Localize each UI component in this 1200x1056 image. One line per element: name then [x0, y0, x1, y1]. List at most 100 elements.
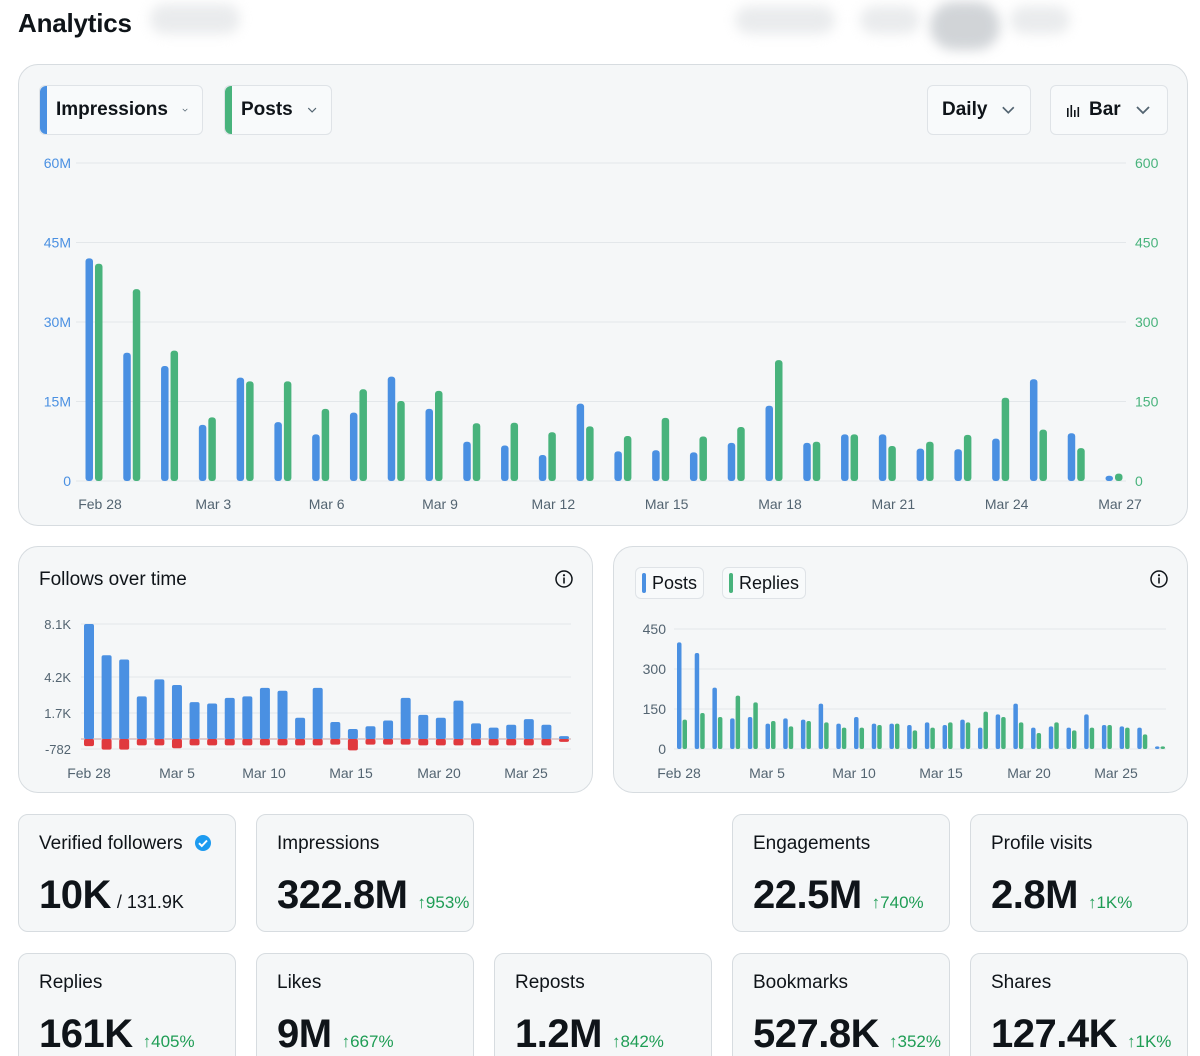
posts-bar	[818, 703, 824, 749]
posts-bar	[1031, 727, 1036, 749]
impressions-bar	[161, 365, 169, 481]
follows-bar	[330, 721, 341, 739]
impressions-bar	[765, 405, 773, 481]
left-axis-tick: 60M	[44, 155, 71, 171]
legend-posts-label: Posts	[652, 572, 698, 593]
posts-bar	[1077, 448, 1085, 481]
follows-bar-chart: 8.1K 4.2K 1.7K -782 Feb 28 Mar 5 Mar 10 Mar 15 M…	[44, 617, 571, 781]
stat-value: 10K/ 131.9K	[39, 873, 184, 918]
stat-reposts[interactable]: Reposts 1.2M ↑842%	[494, 953, 712, 1056]
follows-bar	[418, 714, 429, 739]
follows-bar	[471, 723, 482, 739]
stat-profile-visits[interactable]: Profile visits 2.8M ↑1K%	[970, 814, 1188, 932]
blurred-header-area	[860, 6, 920, 34]
replies-change: ↑405%	[142, 1032, 195, 1051]
stat-likes[interactable]: Likes 9M ↑667%	[256, 953, 474, 1056]
impressions-bar	[1029, 379, 1038, 481]
posts-bar	[963, 434, 972, 481]
x-axis-label: Mar 6	[309, 496, 345, 512]
stat-value: 22.5M ↑740%	[753, 873, 924, 918]
replies-bar	[1054, 722, 1059, 749]
posts-bar	[208, 417, 216, 481]
unfollows-bar	[559, 739, 569, 742]
posts-bar	[1119, 726, 1125, 749]
follows-bar	[101, 655, 112, 739]
follows-bar	[224, 697, 235, 739]
likes-value: 9M	[277, 1012, 332, 1056]
follows-bar	[242, 696, 253, 739]
follows-bar	[435, 717, 446, 739]
replies-bar	[983, 711, 988, 749]
metric2-dropdown[interactable]: Posts	[224, 85, 332, 135]
x-axis-label: Mar 21	[872, 496, 916, 512]
follows-bar	[383, 720, 394, 739]
posts-bar	[677, 642, 682, 749]
posts-bar	[889, 723, 894, 749]
posts-bar	[907, 725, 912, 749]
posts-bar	[888, 446, 896, 481]
replies-bar	[753, 702, 758, 749]
unfollows-bar	[224, 739, 235, 746]
replies-bar	[1160, 746, 1165, 749]
posts-bar	[321, 408, 330, 481]
bar-chart-icon	[1067, 105, 1080, 117]
posts-bar	[1048, 726, 1054, 749]
stat-engagements[interactable]: Engagements 22.5M ↑740%	[732, 814, 950, 932]
impressions-bar	[387, 376, 396, 481]
stat-bookmarks[interactable]: Bookmarks 527.8K ↑352%	[732, 953, 950, 1056]
replies-bar	[841, 727, 847, 749]
y-axis-tick: 0	[658, 741, 666, 757]
info-icon[interactable]	[1149, 569, 1169, 589]
x-axis-label: Feb 28	[78, 496, 122, 512]
stat-shares[interactable]: Shares 127.4K ↑1K%	[970, 953, 1188, 1056]
follows-bar	[365, 726, 376, 739]
impressions-change: ↑953%	[417, 893, 470, 912]
verified-badge-icon	[194, 835, 211, 851]
follows-bar	[295, 717, 306, 739]
replies-bar	[1001, 717, 1006, 749]
follows-bar	[400, 697, 411, 739]
stat-value: 2.8M ↑1K%	[991, 873, 1132, 918]
replies-bar	[894, 723, 900, 749]
x-axis-label: Mar 24	[985, 496, 1029, 512]
y-axis-tick: 1.7K	[44, 706, 71, 721]
interval-dropdown[interactable]: Daily	[927, 85, 1031, 135]
replies-bar	[700, 713, 705, 749]
right-axis-tick: 450	[1135, 235, 1159, 251]
replies-bar	[1125, 727, 1130, 749]
posts-bar	[800, 719, 806, 749]
stat-verified-followers[interactable]: Verified followers 10K/ 131.9K	[18, 814, 236, 932]
bookmarks-label: Bookmarks	[753, 972, 849, 993]
legend-replies[interactable]: Replies	[722, 567, 807, 599]
impressions-bar	[689, 452, 698, 481]
engagements-value: 22.5M	[753, 873, 862, 917]
bookmarks-change: ↑352%	[888, 1032, 941, 1051]
stat-impressions[interactable]: Impressions 322.8M ↑953%	[256, 814, 474, 932]
bookmarks-value: 527.8K	[753, 1012, 879, 1056]
replies-bar	[1071, 730, 1077, 749]
posts-bar	[283, 381, 292, 481]
x-axis-label: Mar 5	[159, 765, 195, 781]
posts-bar	[661, 417, 670, 481]
replies-bar	[1089, 727, 1095, 749]
legend-replies-label: Replies	[739, 572, 800, 593]
impressions-bar	[274, 422, 282, 481]
metric1-dropdown[interactable]: Impressions	[39, 85, 203, 135]
engagements-change: ↑740%	[871, 893, 924, 912]
replies-bar	[717, 717, 723, 749]
unfollows-bar	[312, 739, 323, 746]
posts-bar	[995, 714, 1001, 749]
unfollows-bar	[277, 739, 288, 746]
chart-type-dropdown[interactable]: Bar	[1050, 85, 1168, 135]
impressions-bar	[198, 424, 207, 481]
impressions-bar	[841, 434, 849, 481]
info-icon[interactable]	[554, 569, 574, 589]
unfollows-bar	[295, 739, 306, 746]
follows-bar	[541, 724, 552, 739]
follows-bar	[171, 685, 182, 739]
y-axis-tick: 450	[643, 621, 667, 637]
stat-replies[interactable]: Replies 161K ↑405%	[18, 953, 236, 1056]
chevron-down-icon	[1136, 106, 1150, 115]
unfollows-bar	[207, 739, 218, 746]
legend-posts[interactable]: Posts	[635, 567, 705, 599]
